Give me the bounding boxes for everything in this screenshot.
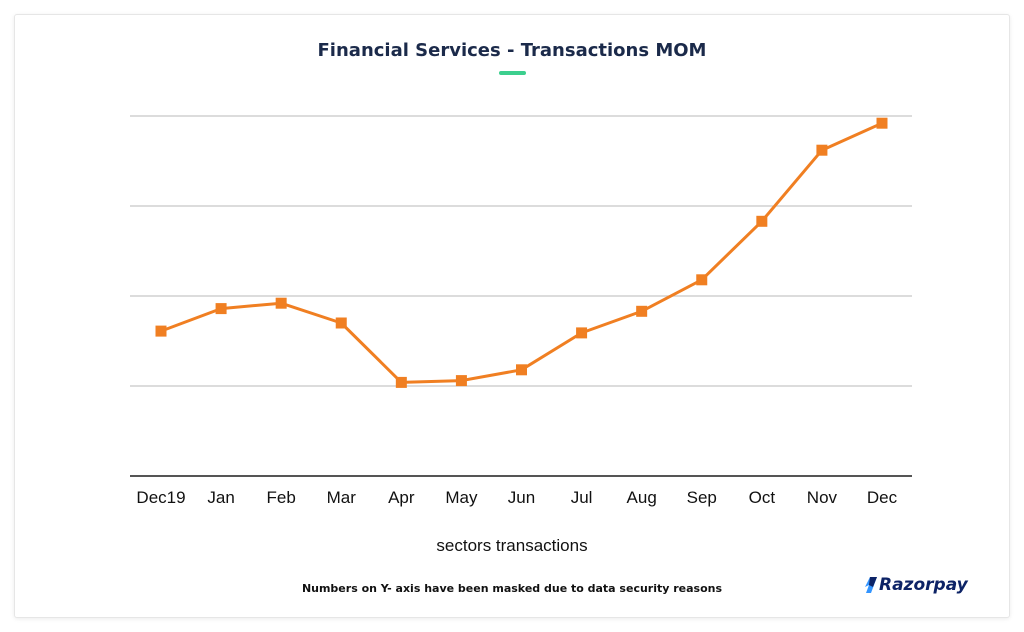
data-point-aug	[636, 305, 648, 317]
data-point-sep	[696, 274, 708, 286]
x-tick-label: May	[445, 488, 478, 507]
x-tick-label: Nov	[807, 488, 838, 507]
series-polyline	[160, 121, 883, 384]
series-line	[155, 117, 888, 388]
data-point-oct	[756, 215, 768, 227]
x-tick-labels: Dec19 Jan Feb Mar Apr May Jun Jul Aug Sep Oct Nov De…	[136, 488, 897, 507]
footnote: Numbers on Y- axis have been masked due …	[301, 582, 723, 595]
x-tick-label: Aug	[627, 488, 657, 507]
x-tick-label: Dec19	[136, 488, 185, 507]
x-tick-label: Jul	[571, 488, 593, 507]
data-point-mar	[335, 317, 347, 329]
data-point-feb	[275, 297, 287, 309]
razorpay-logo: Razorpay	[864, 573, 968, 597]
data-point-jun	[516, 364, 527, 376]
data-point-jul	[576, 327, 588, 339]
x-tick-label: Jun	[508, 488, 535, 507]
x-tick-label: Apr	[388, 488, 415, 507]
data-point-jan	[215, 303, 227, 315]
x-tick-label: Feb	[267, 488, 296, 507]
title-underline	[499, 71, 526, 75]
data-point-dec19	[155, 325, 167, 337]
x-tick-label: Mar	[327, 488, 357, 507]
x-tick-label: Dec	[867, 488, 898, 507]
data-point-nov	[816, 144, 828, 156]
chart-card	[14, 14, 1010, 618]
data-point-may	[455, 375, 467, 387]
chart-title: Financial Services - Transactions MOM	[317, 40, 707, 61]
data-point-dec	[876, 117, 888, 129]
data-point-apr	[395, 376, 407, 388]
x-tick-label: Sep	[687, 488, 717, 507]
x-axis-label: sectors transactions	[436, 536, 588, 555]
razorpay-logo-icon	[865, 577, 877, 593]
x-tick-label: Jan	[207, 488, 234, 507]
gridlines	[130, 115, 912, 387]
x-tick-label: Oct	[749, 488, 776, 507]
brand-name: Razorpay	[879, 575, 968, 595]
